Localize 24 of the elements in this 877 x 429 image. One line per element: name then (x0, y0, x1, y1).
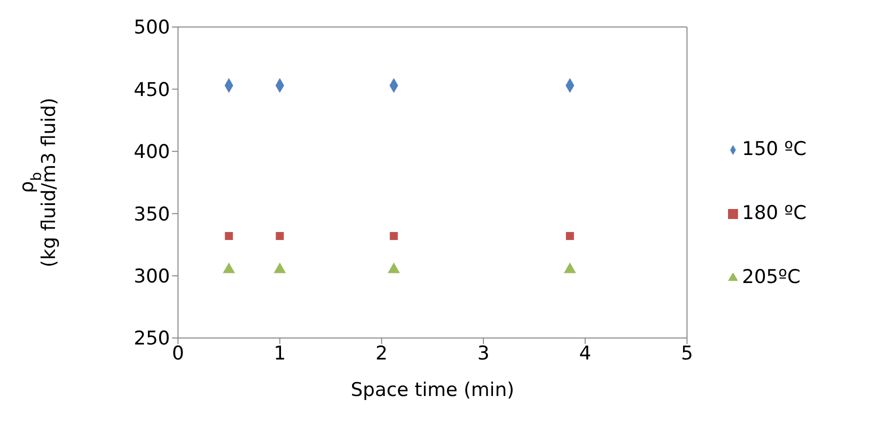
point (566, 232, 574, 240)
point (390, 232, 398, 240)
legend-label: 180 ºC (742, 202, 807, 224)
x-tick-label: 4 (579, 342, 592, 364)
point (274, 262, 286, 274)
point (388, 262, 400, 274)
legend-label: 205ºC (742, 266, 800, 288)
x-tick-label: 1 (274, 342, 286, 364)
legend-label: 150 ºC (742, 138, 807, 160)
y-tick-label: 400 (134, 141, 170, 164)
x-tick-label: 2 (376, 342, 388, 364)
x-tick-label: 5 (680, 342, 694, 364)
y-tick-label: 450 (134, 78, 170, 101)
point (276, 232, 284, 240)
x-tick-label: 0 (172, 342, 184, 364)
x-axis-title: Space time (min) (350, 379, 514, 401)
y-tick-label: 500 (134, 16, 170, 39)
point (222, 262, 235, 274)
x-tick-label: 3 (477, 342, 490, 364)
y-tick-label: 250 (134, 328, 170, 350)
y-tick-label: 350 (134, 203, 170, 226)
point (564, 262, 576, 274)
y-tick-label: 300 (134, 266, 170, 288)
point (224, 232, 233, 240)
